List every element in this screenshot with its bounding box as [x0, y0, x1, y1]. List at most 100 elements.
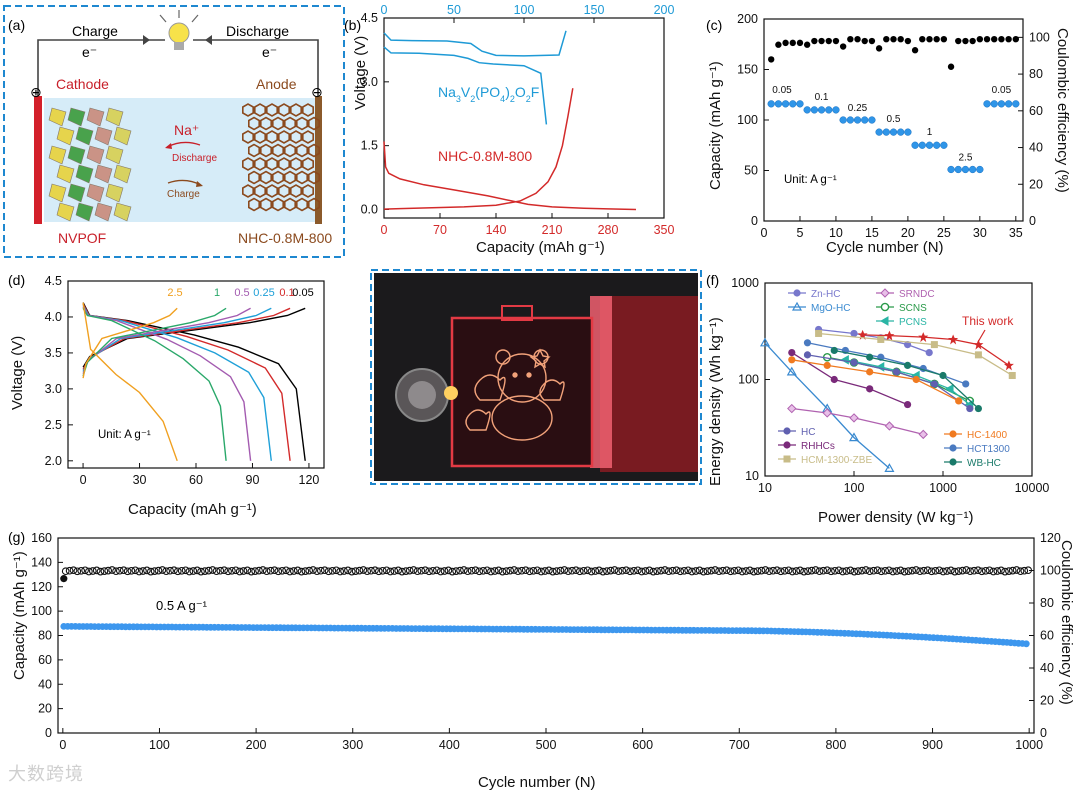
- c-capacity-point: [976, 165, 984, 174]
- b-ytick-label: 4.5: [361, 11, 378, 25]
- g-efficiency-point: [390, 567, 399, 575]
- g-efficiency-point: [811, 566, 820, 574]
- carbon-hexagon: [254, 103, 267, 117]
- f-legend-label: SRNDC: [899, 289, 935, 300]
- c-efficiency-point: [983, 36, 991, 43]
- g-y2tick-label: 60: [1040, 629, 1054, 643]
- crystal-polyhedron: [67, 145, 86, 165]
- g-efficiency-point: [587, 567, 596, 576]
- d-xtick-label: 30: [133, 473, 147, 487]
- nhc-series-label: NHC-0.8M-800: [438, 148, 532, 164]
- g-efficiency-point: [340, 567, 348, 575]
- b-ytick-label: 0.0: [361, 202, 378, 216]
- g-efficiency-point: [378, 566, 387, 575]
- f-marker: [945, 383, 954, 394]
- g-efficiency-point: [220, 566, 229, 575]
- g-efficiency-point: [858, 566, 866, 575]
- f-xtick-label: 100: [844, 481, 865, 495]
- g-efficiency-point: [259, 566, 267, 574]
- c-efficiency-point: [919, 36, 926, 43]
- charge-ion-arrowhead: [196, 181, 203, 187]
- g-efficiency-point: [541, 567, 549, 575]
- c-rate-label: 1: [927, 127, 933, 138]
- g-efficiency-point: [313, 567, 321, 576]
- g-efficiency-point: [761, 566, 770, 574]
- g-efficiency-point: [892, 567, 901, 575]
- g-capacity-point: [1022, 640, 1030, 648]
- carbon-hexagon: [307, 143, 321, 158]
- g-efficiency-point: [123, 567, 132, 576]
- f-marker: [918, 332, 929, 343]
- b-frame: [383, 17, 665, 219]
- g-efficiency-point: [119, 566, 128, 575]
- b-xtick-label: 280: [598, 223, 619, 237]
- g-efficiency-point: [726, 567, 735, 576]
- c-efficiency-point: [998, 36, 1005, 43]
- c-capacity-point: [933, 141, 941, 149]
- g-efficiency-point: [212, 567, 221, 576]
- g-efficiency-point: [336, 567, 345, 576]
- g-efficiency-point: [73, 567, 82, 576]
- g-efficiency-point: [869, 566, 878, 575]
- discharge-label: Discharge: [226, 23, 289, 39]
- panel-tab: [501, 305, 533, 321]
- g-efficiency-point: [65, 566, 74, 575]
- g-efficiency-point: [96, 567, 105, 576]
- crystal-polyhedron: [94, 126, 113, 146]
- g-efficiency-point: [146, 567, 155, 576]
- g-y2tick-label: 0: [1040, 726, 1047, 740]
- g-efficiency-point: [394, 566, 403, 575]
- nvpof-label-part: F: [531, 84, 540, 100]
- g-efficiency-point: [432, 566, 441, 575]
- g-efficiency-point: [807, 566, 816, 575]
- b-curve-NHC-0.8M-800-discharge: [383, 141, 637, 211]
- plot-c: 0 5 10 15 20 25 30 35 0 50 100 150 200 0 20 40 60 80 100 0.…: [737, 12, 1050, 240]
- c-efficiency-point: [926, 36, 933, 43]
- crystal-polyhedron: [67, 183, 86, 203]
- c-efficiency-point: [976, 36, 984, 43]
- g-efficiency-point: [332, 566, 341, 575]
- c-efficiency-point: [818, 37, 825, 45]
- g-efficiency-point: [316, 566, 325, 575]
- electron-right: e⁻: [262, 44, 277, 60]
- g-efficiency-point: [510, 566, 518, 574]
- carbon-hexagon: [259, 197, 273, 212]
- crystal-polyhedron: [113, 126, 132, 146]
- c-capacity-point: [767, 100, 775, 108]
- d-ytick-label: 2.5: [45, 418, 62, 432]
- f-marker: [966, 404, 974, 413]
- g-efficiency-point: [780, 566, 789, 575]
- g-efficiency-point: [591, 567, 600, 575]
- g-xlabel: Cycle number (N): [478, 774, 596, 791]
- g-efficiency-point: [564, 567, 573, 576]
- g-efficiency-point: [854, 567, 862, 575]
- g-efficiency-point: [529, 566, 538, 575]
- nvpof-crystal-structure: [48, 107, 132, 222]
- g-efficiency-point: [425, 567, 433, 576]
- g-xtick-label: 0: [59, 738, 66, 752]
- f-legend-label: Zn-HC: [811, 289, 840, 300]
- charge-arrow: [143, 35, 150, 45]
- g-efficiency-point: [993, 567, 1002, 575]
- c-efficiency-point: [933, 36, 940, 43]
- this-work-annotation: This work: [962, 314, 1014, 328]
- g-efficiency-point: [606, 566, 615, 575]
- nvpof-label-part: 4: [500, 94, 505, 104]
- g-efficiency-point: [131, 566, 140, 575]
- c-efficiency-point: [782, 39, 789, 47]
- d-xtick-label: 0: [80, 473, 87, 487]
- g-efficiency-point: [456, 566, 464, 575]
- g-efficiency-point: [347, 567, 356, 576]
- c-rate-label: 0.25: [848, 103, 868, 114]
- c-capacity-point: [810, 106, 819, 114]
- c-capacity-point: [825, 106, 833, 114]
- crystal-polyhedron: [105, 107, 124, 127]
- g-efficiency-point: [985, 566, 994, 575]
- nvpof-label-part: ): [505, 84, 510, 100]
- g-efficiency-point: [746, 566, 754, 575]
- f-marker: [850, 329, 858, 338]
- carbon-hexagon: [271, 170, 285, 185]
- c-rate-label: 0.1: [815, 92, 829, 103]
- panel-c-label: (c): [706, 17, 722, 33]
- f-marker: [788, 349, 796, 357]
